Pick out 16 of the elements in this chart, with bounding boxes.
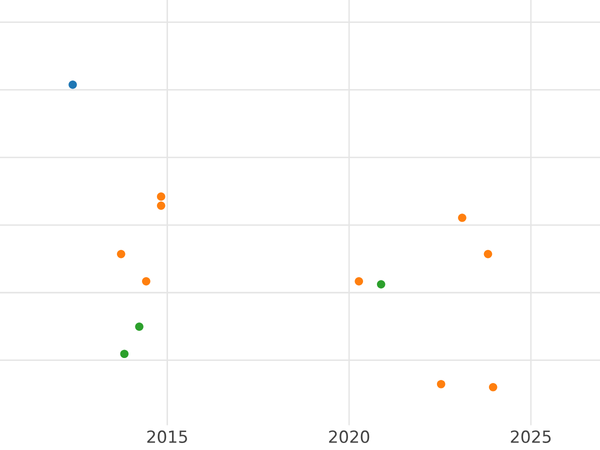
point xyxy=(142,277,150,286)
point xyxy=(488,382,498,392)
point xyxy=(436,380,446,388)
x-tick-label: 2020 xyxy=(329,430,370,444)
point xyxy=(116,250,126,258)
point xyxy=(458,214,466,222)
point xyxy=(484,250,492,258)
point xyxy=(156,202,166,210)
x-tick-label: 2015 xyxy=(147,430,188,444)
x-tick-label: 2025 xyxy=(510,430,551,444)
point xyxy=(120,350,129,358)
point xyxy=(68,80,77,89)
point xyxy=(135,322,144,331)
point xyxy=(354,277,364,286)
point xyxy=(376,280,386,288)
point xyxy=(156,192,166,201)
